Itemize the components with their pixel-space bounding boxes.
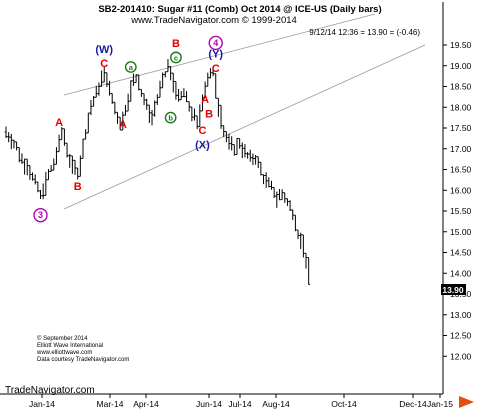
y-tick-label: 15.50 [450,206,472,216]
y-tick-label: 16.50 [450,165,472,175]
y-tick-label: 18.50 [450,82,472,92]
wave-label: 3 [38,210,43,220]
wave-label: B [172,38,180,50]
chart-title: SB2-201410: Sugar #11 (Comb) Oct 2014 @ … [98,4,381,15]
y-tick-label: 14.00 [450,268,472,278]
wave-label: A [201,94,209,106]
x-tick-label: Jan-15 [427,399,453,409]
copyright-line: www.elliottwave.com [36,350,92,356]
y-tick-label: 12.00 [450,351,472,361]
wave-label: 4 [213,38,218,48]
trend-channel [63,13,426,210]
channel-upper-line [63,13,376,96]
wave-circle [124,61,137,73]
y-tick-label: 19.00 [450,61,472,71]
wave-label: C [198,125,206,137]
wave-label: A [55,117,63,129]
y-tick-label: 17.00 [450,144,472,154]
y-tick-label: 17.50 [450,123,472,133]
wave-circle [208,35,223,51]
x-tick-label: Jan-14 [29,399,55,409]
wave-label: A [119,119,127,131]
wave-label: c [174,53,178,62]
y-tick-label: 13.00 [450,310,472,320]
x-tick-label: Aug-14 [262,399,290,409]
source-url: www.TradeNavigator.com © 1999-2014 [130,15,297,26]
x-tick-label: Dec-14 [399,399,427,409]
wave-label: C [100,58,108,70]
wave-label: B [74,181,82,193]
wave-circle [170,51,182,64]
scroll-right-arrow-icon[interactable] [459,396,474,408]
copyright-line: © September 2014 [37,335,88,342]
copyright-line: Elliott Wave International [37,343,103,349]
x-tick-label: Apr-14 [133,399,159,409]
wave-label: B [205,108,213,120]
last-value-badge [441,284,466,295]
last-price-readout: 9/12/14 12:36 = 13.90 = (-0.46) [309,28,420,37]
watermark: TradeNavigator.com [5,385,95,396]
last-value-label: 13.90 [442,285,464,295]
price-bars [4,59,310,285]
y-tick-label: 12.50 [450,331,472,341]
wave-circle [33,207,48,223]
wave-label: C [212,63,220,75]
y-tick-label: 16.00 [450,185,472,195]
wave-label: (W) [95,44,113,56]
copyright-line: Data courtesy TradeNavigator.com [37,357,129,363]
y-tick-label: 18.00 [450,102,472,112]
y-tick-label: 14.50 [450,248,472,258]
x-tick-label: Jun-14 [196,399,222,409]
x-tick-label: Jul-14 [228,399,251,409]
copyright-block: © September 2014 Elliott Wave Internatio… [36,335,129,363]
x-tick-label: Mar-14 [97,399,124,409]
y-tick-label: 19.50 [450,40,472,50]
x-axis: Jan-14 Mar-14 Apr-14 Jun-14 Jul-14 Aug-14 Oct-… [29,394,453,409]
wave-label: b [168,114,173,123]
wave-label: (Y) [208,48,223,60]
channel-lower-line [63,44,426,210]
y-tick-label: 15.00 [450,227,472,237]
x-tick-label: Oct-14 [331,399,357,409]
wave-circle [164,111,177,124]
wave-label: a [129,63,134,72]
wave-label: (X) [195,140,210,152]
